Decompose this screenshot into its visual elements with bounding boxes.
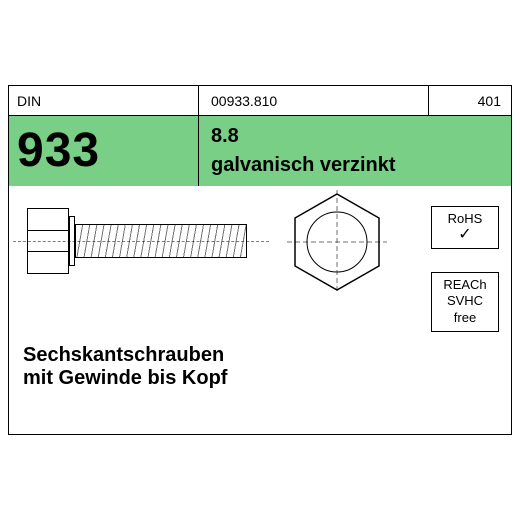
band-left: 933 — [9, 116, 199, 186]
reach-line2: SVHC — [434, 293, 496, 309]
surface-finish: galvanisch verzinkt — [211, 154, 511, 177]
reach-badge: REACh SVHC free — [431, 272, 499, 332]
article-number: 00933.810 — [211, 93, 277, 109]
description-line1: Sechskantschrauben — [23, 344, 227, 367]
hexagon-icon — [287, 190, 387, 294]
green-band: 933 8.8 galvanisch verzinkt — [9, 116, 511, 186]
code-value: 401 — [478, 93, 501, 109]
header-row: DIN 00933.810 401 — [9, 86, 511, 116]
reach-line3: free — [434, 310, 496, 326]
threaded-shaft — [75, 224, 247, 258]
thread-hatching — [76, 225, 246, 257]
bolt-side-view — [27, 208, 257, 278]
hex-head-face-top — [27, 208, 69, 230]
header-code: 401 — [429, 86, 511, 115]
description-line2: mit Gewinde bis Kopf — [23, 367, 227, 390]
spec-card: DIN 00933.810 401 933 8.8 galvanisch ver… — [8, 85, 512, 435]
check-icon: ✓ — [434, 227, 496, 243]
strength-grade: 8.8 — [211, 125, 511, 148]
hex-head-face-bot — [27, 252, 69, 274]
din-label: DIN — [17, 93, 41, 109]
hex-front-view — [287, 190, 387, 294]
header-article: 00933.810 — [199, 86, 429, 115]
rohs-label: RoHS — [434, 211, 496, 227]
description: Sechskantschrauben mit Gewinde bis Kopf — [23, 344, 227, 390]
reach-line1: REACh — [434, 277, 496, 293]
hex-head-face-mid — [27, 230, 69, 252]
rohs-badge: RoHS ✓ — [431, 206, 499, 249]
band-right: 8.8 galvanisch verzinkt — [199, 116, 511, 186]
standard-number: 933 — [17, 127, 100, 175]
drawing-area: RoHS ✓ REACh SVHC free Sechskantschraube… — [9, 186, 511, 436]
header-din: DIN — [9, 86, 199, 115]
